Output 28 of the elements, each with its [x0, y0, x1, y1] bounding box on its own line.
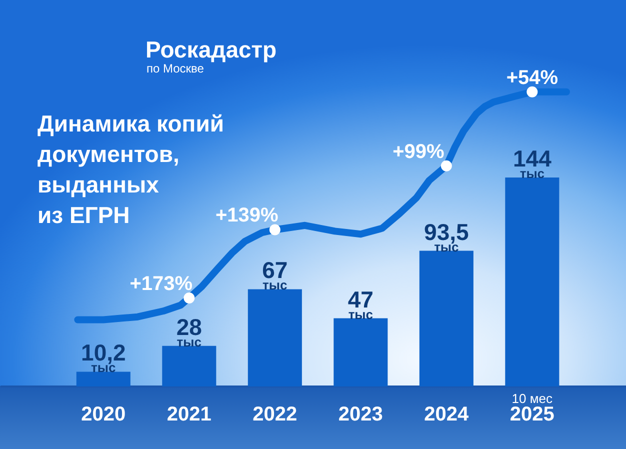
annotation: +139%	[215, 204, 279, 227]
bar	[162, 346, 216, 386]
x-tick-label: 2025	[510, 404, 554, 426]
point	[184, 292, 195, 304]
annotation: +173%	[130, 272, 193, 295]
annotation: +99%	[392, 140, 444, 163]
x-tick-label: 2021	[166, 404, 212, 426]
data-label: 47 тыс	[348, 286, 374, 322]
bar	[248, 289, 302, 386]
point	[526, 86, 538, 98]
data-label: 28 тыс	[176, 314, 202, 350]
point	[269, 224, 280, 236]
bar	[334, 318, 388, 386]
data-label: 10,2 тыс	[81, 340, 126, 376]
text: Роскадастр по Москве	[146, 36, 277, 76]
annotation: +54%	[506, 66, 558, 89]
bar	[76, 372, 130, 386]
data-label: 67 тыс	[262, 257, 288, 293]
x-tick-label: 2023	[338, 404, 383, 426]
data-label: 144 тыс	[512, 145, 552, 181]
bar	[505, 177, 560, 386]
point	[440, 160, 452, 172]
x-tick-label: 2020	[81, 404, 126, 426]
x-tick-label: 2022	[252, 404, 298, 426]
text: 10 мес	[512, 391, 554, 406]
data-label: 93,5 тыс	[424, 218, 470, 254]
bar	[419, 250, 474, 386]
x-tick-label: 2024	[424, 404, 470, 426]
